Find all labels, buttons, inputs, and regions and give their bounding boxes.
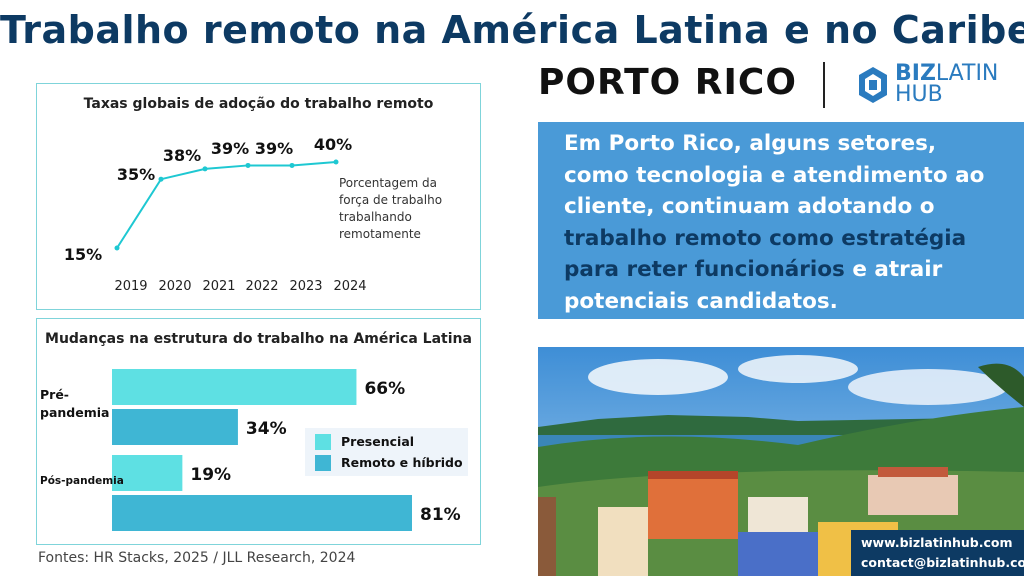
line-point-2023 (289, 162, 295, 168)
logo-text-line2: HUB (895, 82, 943, 107)
bar-label-pos-presencial: 19% (190, 465, 231, 485)
contact-website[interactable]: www.bizlatinhub.com (861, 535, 1013, 550)
line-data-label-2022: 39% (211, 139, 249, 158)
country-title: PORTO RICO (538, 62, 797, 103)
x-tick-2022: 2022 (245, 279, 278, 294)
summary-text: Em Porto Rico, alguns setores, como tecn… (564, 131, 985, 314)
bar-pos-remoto (112, 495, 412, 531)
contact-email[interactable]: contact@bizlatinhub.com (861, 555, 1024, 570)
page-title: Trabalho remoto na América Latina e no C… (0, 8, 1024, 52)
summary-box: Em Porto Rico, alguns setores, como tecn… (538, 122, 1024, 319)
line-data-label-2019: 15% (64, 245, 102, 264)
line-series-path (116, 161, 337, 249)
x-tick-2023: 2023 (289, 279, 322, 294)
bar-pre-presencial (112, 369, 357, 405)
bizlatinhub-logo: BIZLATIN HUB (857, 63, 1007, 107)
category-label-pre: Pré-pandemia (40, 387, 110, 420)
bar-chart-panel: Mudanças na estrutura do trabalho na Amé… (36, 318, 481, 545)
legend-swatch-presencial (315, 434, 331, 450)
legend-swatch-remoto (315, 455, 331, 471)
line-point-2019 (114, 245, 120, 251)
bar-label-pos-remoto: 81% (420, 505, 461, 525)
bar-pos-presencial (112, 455, 183, 491)
category-label-pos: Pós-pandemia (40, 475, 124, 487)
x-tick-2021: 2021 (202, 279, 235, 294)
line-point-2024 (333, 159, 339, 165)
legend-label-remoto: Remoto e híbrido (341, 455, 463, 470)
line-point-2021 (202, 166, 208, 172)
x-tick-2024: 2024 (333, 279, 366, 294)
line-chart-annotation: Porcentagem da força de trabalho trabalh… (339, 176, 443, 241)
bar-legend: Presencial Remoto e híbrido (305, 428, 468, 476)
bar-label-pre-presencial: 66% (364, 379, 405, 399)
legend-label-presencial: Presencial (341, 434, 415, 449)
bar-chart-title: Mudanças na estrutura do trabalho na Amé… (45, 331, 472, 347)
sources-note: Fontes: HR Stacks, 2025 / JLL Research, … (38, 550, 356, 566)
x-tick-2019: 2019 (114, 279, 147, 294)
line-chart-panel: Taxas globais de adoção do trabalho remo… (36, 83, 481, 310)
line-data-label-2021: 38% (163, 146, 201, 165)
logo-mark-icon (859, 67, 887, 103)
bar-label-pre-remoto: 34% (246, 419, 287, 439)
line-chart-title: Taxas globais de adoção do trabalho remo… (83, 96, 434, 112)
line-chart: 15% 35% 38% 39% 39% 40% 2019 2020 2021 2022 2023 20… (64, 135, 367, 294)
line-data-label-2024: 40% (314, 135, 352, 154)
line-data-label-2020: 35% (117, 165, 155, 184)
header-divider (823, 62, 825, 108)
bar-chart: 66% 34% 19% 81% (112, 369, 461, 531)
contact-box: www.bizlatinhub.com contact@bizlatinhub.… (851, 530, 1024, 576)
summary-highlight: trabalho remoto como estratégia para ret… (564, 225, 967, 283)
line-point-2022 (245, 162, 251, 168)
line-point-2020 (158, 176, 164, 182)
line-data-label-2023: 39% (255, 139, 293, 158)
x-tick-2020: 2020 (158, 279, 191, 294)
bar-pre-remoto (112, 409, 238, 445)
logo-text-line1: BIZLATIN (895, 61, 999, 86)
